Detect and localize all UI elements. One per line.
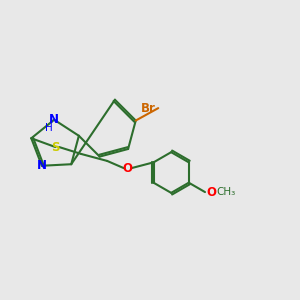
Text: H: H [45,123,53,133]
Text: O: O [206,186,216,199]
Text: CH₃: CH₃ [217,187,236,197]
Text: N: N [49,113,59,126]
Text: N: N [37,159,47,172]
Text: O: O [122,162,132,175]
Text: Br: Br [141,102,156,115]
Text: S: S [51,141,60,154]
